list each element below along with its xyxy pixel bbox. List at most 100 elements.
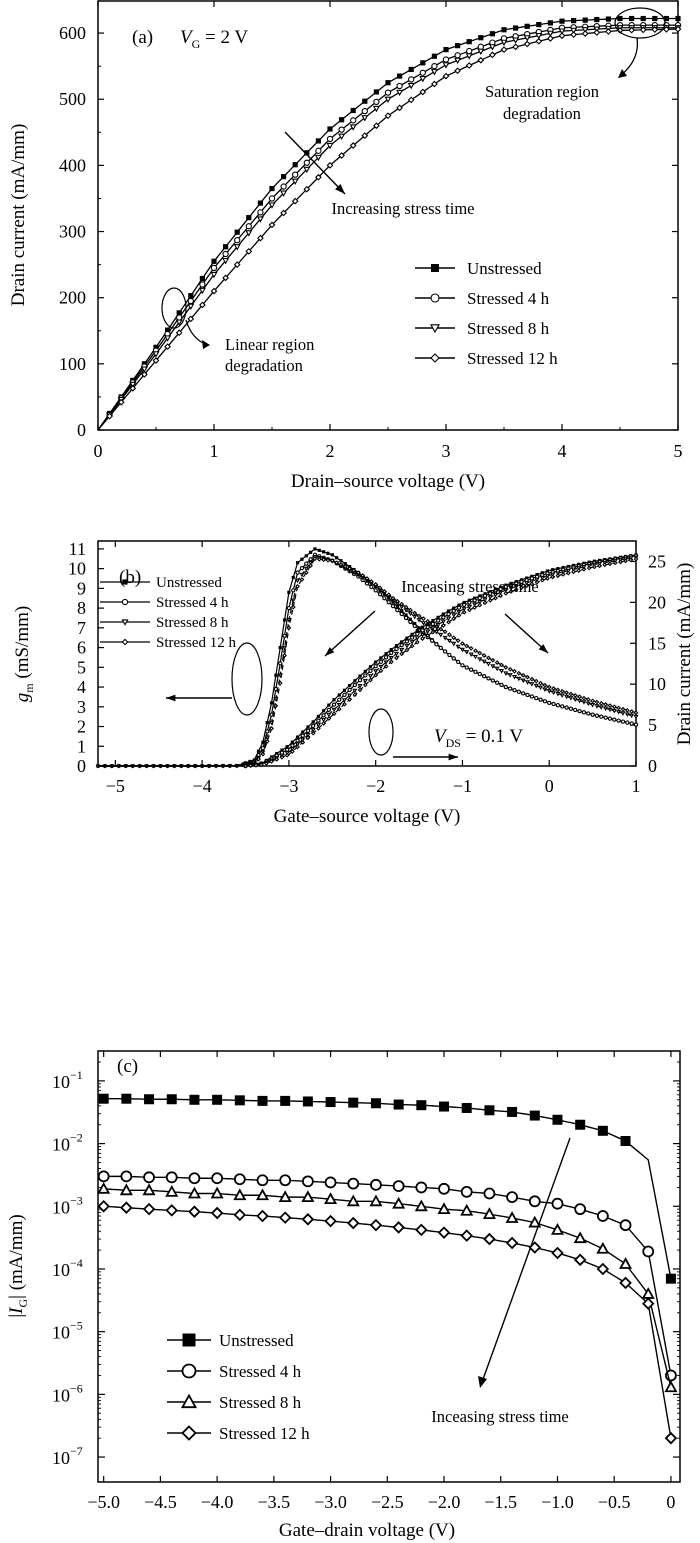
gm-point — [512, 668, 517, 674]
linear-region-label-2: degradation — [225, 356, 303, 375]
id-point — [409, 640, 415, 645]
data-point — [246, 215, 252, 221]
id-point — [374, 660, 378, 664]
id-point — [602, 562, 608, 568]
id-point — [550, 574, 556, 580]
data-point — [507, 1106, 518, 1117]
gm-point — [377, 592, 383, 597]
gm-point — [451, 641, 457, 647]
data-point — [483, 1187, 496, 1200]
data-point — [551, 1197, 564, 1210]
id-point — [315, 723, 321, 728]
id-point — [336, 706, 342, 712]
data-point — [460, 1185, 473, 1198]
tick-base: 10 — [52, 1197, 70, 1217]
data-point — [373, 89, 379, 95]
data-point — [414, 1199, 428, 1212]
y-left-tick-label: 4 — [77, 677, 86, 697]
bias-symbol: V — [434, 726, 448, 747]
data-point — [454, 67, 461, 75]
gm-point — [286, 605, 292, 611]
data-point — [581, 27, 589, 34]
gm-point — [390, 595, 396, 601]
id-point — [461, 607, 467, 612]
id-point — [352, 692, 358, 698]
data-point — [501, 27, 507, 33]
gm-point — [412, 614, 418, 620]
id-point — [487, 595, 493, 600]
data-point — [189, 1094, 200, 1105]
id-point — [487, 598, 493, 603]
tick-exponent: −2 — [70, 1131, 83, 1145]
gm-point — [326, 551, 330, 555]
bias-condition: VG = 2 V — [180, 27, 248, 51]
id-point — [441, 615, 446, 620]
data-point — [166, 1094, 177, 1105]
id-point — [404, 639, 410, 644]
id-point — [322, 709, 326, 713]
data-point — [419, 88, 427, 96]
gm-point — [386, 600, 391, 605]
stress-arrow-gm-head — [325, 647, 335, 656]
stress-arrow-shaft — [481, 1137, 571, 1383]
data-point — [269, 185, 275, 192]
gm-point — [564, 705, 569, 710]
gm-point — [274, 673, 278, 677]
gm-point — [394, 598, 400, 604]
id-point — [556, 567, 560, 571]
linear-region-arrow — [185, 319, 209, 346]
gm-point — [624, 712, 630, 718]
id-point — [456, 605, 462, 610]
id-point — [431, 619, 435, 623]
id-point — [462, 600, 466, 605]
data-point — [500, 39, 508, 47]
data-point — [477, 43, 484, 50]
y-left-tick-label: 0 — [77, 756, 86, 776]
stress-label: Inceasing stress time — [431, 1407, 568, 1426]
data-point — [292, 162, 298, 168]
id-point — [493, 595, 498, 601]
id-point — [336, 703, 342, 708]
data-point — [233, 1188, 247, 1201]
data-point — [142, 1183, 156, 1196]
y-left-tick-label: 11 — [69, 539, 86, 559]
stress-arrow-gm-shaft — [324, 610, 376, 657]
id-point — [363, 669, 367, 674]
linear-region-arrowhead — [202, 340, 210, 349]
data-point — [605, 28, 612, 35]
id-point — [368, 677, 373, 683]
gm-point — [499, 662, 504, 668]
data-point — [489, 51, 496, 59]
gm-point — [451, 635, 457, 641]
stress-label: Increasing stress time — [332, 199, 475, 218]
data-point — [619, 1276, 632, 1290]
gm-point — [516, 676, 522, 682]
bias-condition: VDS = 0.1 V — [434, 726, 523, 750]
id-point — [435, 626, 441, 632]
data-point — [338, 133, 346, 141]
id-point — [482, 600, 488, 606]
gm-point — [585, 701, 591, 707]
id-point — [352, 688, 358, 694]
gm-point — [577, 698, 583, 704]
data-point — [234, 236, 241, 244]
data-point — [347, 1177, 360, 1190]
gm-point — [508, 686, 513, 691]
panel-a: 0 1 2 3 4 5 0 100 200 300 400 500 600 Drain–source vo… — [8, 0, 683, 492]
id-point — [389, 647, 393, 652]
y-axis-label: |IG| (mA/mm) — [6, 1214, 30, 1317]
y-right-tick-label: 15 — [648, 633, 666, 653]
data-point — [188, 1205, 201, 1218]
id-point — [388, 656, 394, 661]
id-point — [513, 587, 519, 593]
data-point — [350, 107, 356, 114]
id-point — [420, 636, 425, 642]
gm-point — [325, 557, 331, 563]
gm-point — [629, 721, 634, 726]
legend-label: Stressed 4 h — [156, 595, 229, 611]
x-axis-label: Gate–drain voltage (V) — [279, 1520, 455, 1541]
data-point — [120, 1170, 133, 1183]
id-point — [581, 566, 587, 572]
bias-value: = 2 V — [200, 27, 248, 48]
legend-marker — [431, 264, 439, 272]
